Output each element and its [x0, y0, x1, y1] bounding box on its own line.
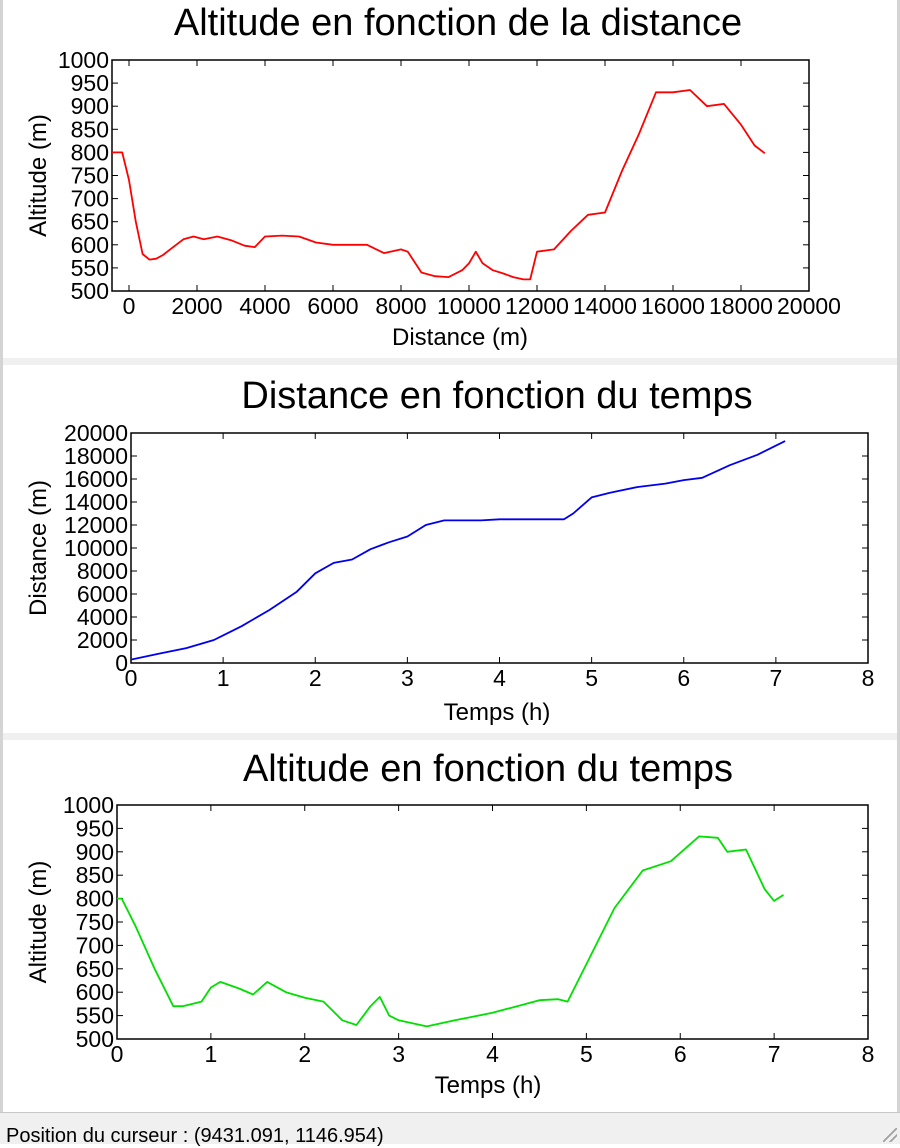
chart-title: Distance en fonction du temps — [241, 375, 752, 417]
y-tick-label: 12000 — [64, 512, 128, 538]
chart-title: Altitude en fonction de la distance — [174, 2, 742, 44]
y-tick-label: 850 — [71, 116, 109, 142]
x-tick-label: 4 — [486, 1041, 499, 1067]
y-tick-label: 4000 — [77, 604, 128, 630]
chart-title: Altitude en fonction du temps — [243, 748, 733, 790]
x-tick-label: 14000 — [573, 293, 637, 319]
altitude-distance-chart[interactable]: Altitude en fonction de la distance 50055… — [0, 0, 900, 360]
y-tick-label: 600 — [76, 979, 114, 1005]
y-tick-label: 900 — [71, 93, 109, 119]
y-tick-label: 700 — [71, 186, 109, 212]
y-tick-label: 8000 — [77, 558, 128, 584]
altitude-time-chart[interactable]: Altitude en fonction du temps50055060065… — [0, 740, 900, 1110]
y-tick-label: 950 — [76, 815, 114, 841]
chart-separator — [3, 733, 897, 740]
x-tick-label: 10000 — [437, 293, 501, 319]
cursor-position-text: Position du curseur : (9431.091, 1146.95… — [6, 1125, 384, 1147]
x-tick-label: 8 — [862, 1041, 875, 1067]
x-tick-label: 6000 — [307, 293, 358, 319]
distance-time-chart[interactable]: Distance en fonction du temps02000400060… — [0, 365, 900, 733]
x-axis-label: Distance (m) — [392, 324, 528, 351]
x-tick-label: 7 — [768, 1041, 781, 1067]
y-tick-label: 600 — [71, 232, 109, 258]
x-tick-label: 3 — [392, 1041, 405, 1067]
chart-separator — [3, 358, 897, 365]
y-axis-label: Altitude (m) — [25, 114, 52, 237]
y-tick-label: 550 — [71, 255, 109, 281]
x-tick-label: 16000 — [641, 293, 705, 319]
y-tick-label: 750 — [71, 163, 109, 189]
y-tick-label: 800 — [71, 139, 109, 165]
x-tick-label: 1 — [204, 1041, 217, 1067]
status-bar: Position du curseur : (9431.091, 1146.95… — [0, 1112, 900, 1147]
x-tick-label: 20000 — [777, 293, 841, 319]
x-tick-label: 5 — [580, 1041, 593, 1067]
y-tick-label: 20000 — [64, 420, 128, 446]
y-tick-label: 6000 — [77, 581, 128, 607]
y-tick-label: 1000 — [58, 47, 109, 73]
y-tick-label: 500 — [76, 1026, 114, 1052]
window-edge-left — [0, 0, 3, 1144]
x-tick-label: 7 — [769, 665, 782, 691]
y-tick-label: 950 — [71, 70, 109, 96]
y-tick-label: 700 — [76, 932, 114, 958]
y-tick-label: 650 — [76, 956, 114, 982]
x-tick-label: 2000 — [171, 293, 222, 319]
y-axis-label: Altitude (m) — [25, 861, 52, 984]
x-tick-label: 5 — [585, 665, 598, 691]
x-tick-label: 8000 — [375, 293, 426, 319]
y-tick-label: 1000 — [63, 792, 114, 818]
x-tick-label: 3 — [401, 665, 414, 691]
x-tick-label: 2 — [298, 1041, 311, 1067]
x-tick-label: 2 — [309, 665, 322, 691]
y-tick-label: 900 — [76, 839, 114, 865]
y-axis-label: Distance (m) — [25, 480, 52, 616]
y-tick-label: 800 — [76, 886, 114, 912]
y-tick-label: 0 — [115, 650, 128, 676]
y-tick-label: 650 — [71, 209, 109, 235]
x-axis-label: Temps (h) — [444, 699, 551, 726]
x-tick-label: 8 — [862, 665, 875, 691]
y-tick-label: 10000 — [64, 535, 128, 561]
y-tick-label: 850 — [76, 862, 114, 888]
series-line — [112, 89, 766, 281]
plot-area — [116, 804, 869, 1040]
plot-area — [111, 59, 810, 292]
x-tick-label: 6 — [674, 1041, 687, 1067]
y-tick-label: 18000 — [64, 443, 128, 469]
x-tick-label: 18000 — [709, 293, 773, 319]
y-tick-label: 500 — [71, 278, 109, 304]
y-tick-label: 14000 — [64, 489, 128, 515]
y-tick-label: 16000 — [64, 466, 128, 492]
x-tick-label: 0 — [123, 293, 136, 319]
x-axis-label: Temps (h) — [435, 1072, 542, 1099]
x-tick-label: 0 — [125, 665, 138, 691]
y-tick-label: 550 — [76, 1003, 114, 1029]
x-tick-label: 1 — [217, 665, 230, 691]
plot-area — [130, 432, 869, 664]
series-line — [117, 835, 784, 1028]
x-tick-label: 6 — [677, 665, 690, 691]
x-tick-label: 0 — [111, 1041, 124, 1067]
x-tick-label: 4 — [493, 665, 506, 691]
x-tick-label: 12000 — [505, 293, 569, 319]
x-tick-label: 4000 — [239, 293, 290, 319]
window-edge-right — [897, 0, 900, 1144]
y-tick-label: 2000 — [77, 627, 128, 653]
y-tick-label: 750 — [76, 909, 114, 935]
series-line — [130, 440, 786, 661]
resize-grip[interactable] — [883, 1128, 897, 1142]
